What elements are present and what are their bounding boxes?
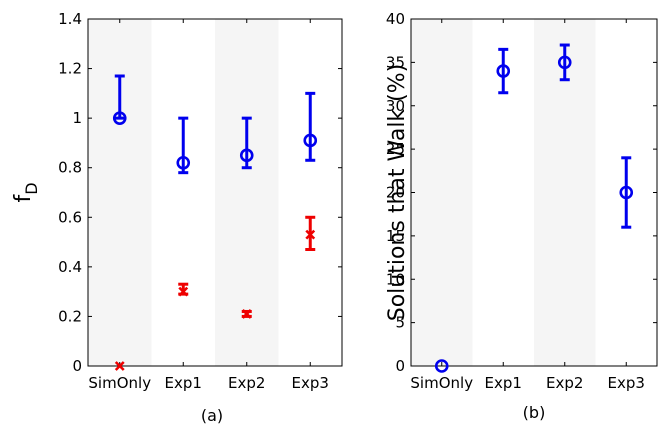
error-bars <box>498 43 632 229</box>
x-tick-label-exp3: Exp3 <box>292 374 329 392</box>
y-tick-label: 15 <box>386 227 405 245</box>
y-tick-label: 1.4 <box>58 10 82 28</box>
y-tick-label: 10 <box>386 270 405 288</box>
shaded-band-exp2 <box>215 19 279 366</box>
x-marker-stroke <box>241 309 252 319</box>
x-marker-stroke <box>114 361 125 371</box>
error-bar-exp2 <box>241 116 252 170</box>
y-axis-label: Solutions that Walk (%) <box>385 64 410 322</box>
y-tick-label: 0.6 <box>58 208 82 226</box>
y-axis-label-subscript: D <box>22 182 41 194</box>
x-tick-label-exp3: Exp3 <box>608 374 645 392</box>
x-marker-stroke <box>305 229 316 240</box>
y-tick-label: 5 <box>395 314 405 332</box>
plot-frame <box>87 18 343 367</box>
error-bar-exp3 <box>621 156 632 229</box>
x-tick-label-simonly: SimOnly <box>410 374 473 392</box>
y-tick-label: 35 <box>386 53 405 71</box>
chart-panel-a: 0 0.2 0.4 0.6 0.8 1 1.2 1.4 SimOnly Exp1 Exp2 Exp3… <box>11 10 343 425</box>
data-point-exp1 <box>176 155 191 170</box>
data-markers <box>112 111 318 371</box>
y-tick-label: 0.2 <box>58 307 82 325</box>
data-point-x-simonly <box>114 361 125 371</box>
y-tick-label: 0.8 <box>58 159 82 177</box>
error-bar-simonly <box>114 74 125 120</box>
y-tick-label: 40 <box>386 10 405 28</box>
x-tick-label-exp2: Exp2 <box>228 374 265 392</box>
panel-label: (a) <box>201 406 223 425</box>
y-tick-label: 0 <box>72 357 82 375</box>
x-marker-stroke <box>178 286 189 297</box>
y-axis-label-main: f <box>11 194 36 203</box>
data-point-x-exp1 <box>178 286 189 297</box>
x-tick-label-exp1: Exp1 <box>485 374 522 392</box>
chart-panel-b: 0 5 10 15 20 25 30 35 40 SimOnly Exp1 Exp2 Exp3 Sol… <box>385 10 658 422</box>
x-axis-ticks: SimOnly Exp1 Exp2 Exp3 <box>410 19 645 392</box>
x-tick-label-exp1: Exp1 <box>165 374 202 392</box>
data-point-x-exp3 <box>305 229 316 240</box>
y-tick-label: 25 <box>386 140 405 158</box>
shaded-bands <box>411 19 596 366</box>
panel-label: (b) <box>523 403 546 422</box>
y-tick-label: 1.2 <box>58 60 82 78</box>
data-point-exp3 <box>619 185 634 200</box>
data-point-exp1 <box>496 64 511 78</box>
y-axis-label-main: Solutions that Walk (%) <box>385 64 410 322</box>
data-point-exp3 <box>303 133 318 148</box>
data-point-exp2 <box>557 55 572 70</box>
error-bar-exp1 <box>178 116 189 175</box>
x-tick-label-exp2: Exp2 <box>546 374 583 392</box>
x-axis-ticks: SimOnly Exp1 Exp2 Exp3 <box>88 19 329 392</box>
y-axis-ticks: 0 5 10 15 20 25 30 35 40 <box>386 10 657 375</box>
y-tick-label: 30 <box>386 97 405 115</box>
x-tick-label-simonly: SimOnly <box>88 374 151 392</box>
y-axis-label: fD <box>11 182 41 202</box>
y-tick-label: 1 <box>72 109 82 127</box>
shaded-band-simonly <box>88 19 152 366</box>
error-bar-exp3 <box>305 91 316 162</box>
y-tick-label: 0 <box>395 357 405 375</box>
shaded-band-simonly <box>411 19 473 366</box>
data-point-x-exp2 <box>241 309 252 319</box>
error-bar-exp2 <box>559 43 570 82</box>
error-bar-exp1 <box>498 47 509 95</box>
y-tick-label: 20 <box>386 184 405 202</box>
shaded-bands <box>88 19 279 366</box>
data-point-simonly <box>112 111 127 125</box>
y-axis-ticks: 0 0.2 0.4 0.6 0.8 1 1.2 1.4 <box>58 10 342 375</box>
data-markers <box>434 55 634 373</box>
data-point-simonly <box>434 359 449 373</box>
y-tick-label: 0.4 <box>58 258 82 276</box>
data-point-exp2 <box>239 148 254 163</box>
